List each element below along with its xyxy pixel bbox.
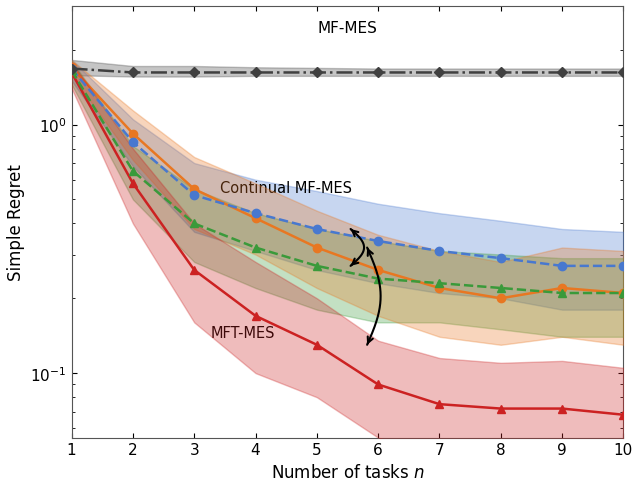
- X-axis label: Number of tasks $n$: Number of tasks $n$: [271, 463, 424, 481]
- Text: $V = 10$: $V = 10$: [0, 487, 1, 488]
- Text: $V = 5$: $V = 5$: [0, 487, 1, 488]
- Text: $V = 10$: $V = 10$: [0, 487, 1, 488]
- Text: MFT-MES: MFT-MES: [211, 326, 276, 341]
- Y-axis label: Simple Regret: Simple Regret: [7, 164, 25, 281]
- Text: Continual MF-MES: Continual MF-MES: [220, 180, 352, 195]
- Text: MF-MES: MF-MES: [317, 20, 378, 36]
- Text: $V = 5$: $V = 5$: [0, 487, 1, 488]
